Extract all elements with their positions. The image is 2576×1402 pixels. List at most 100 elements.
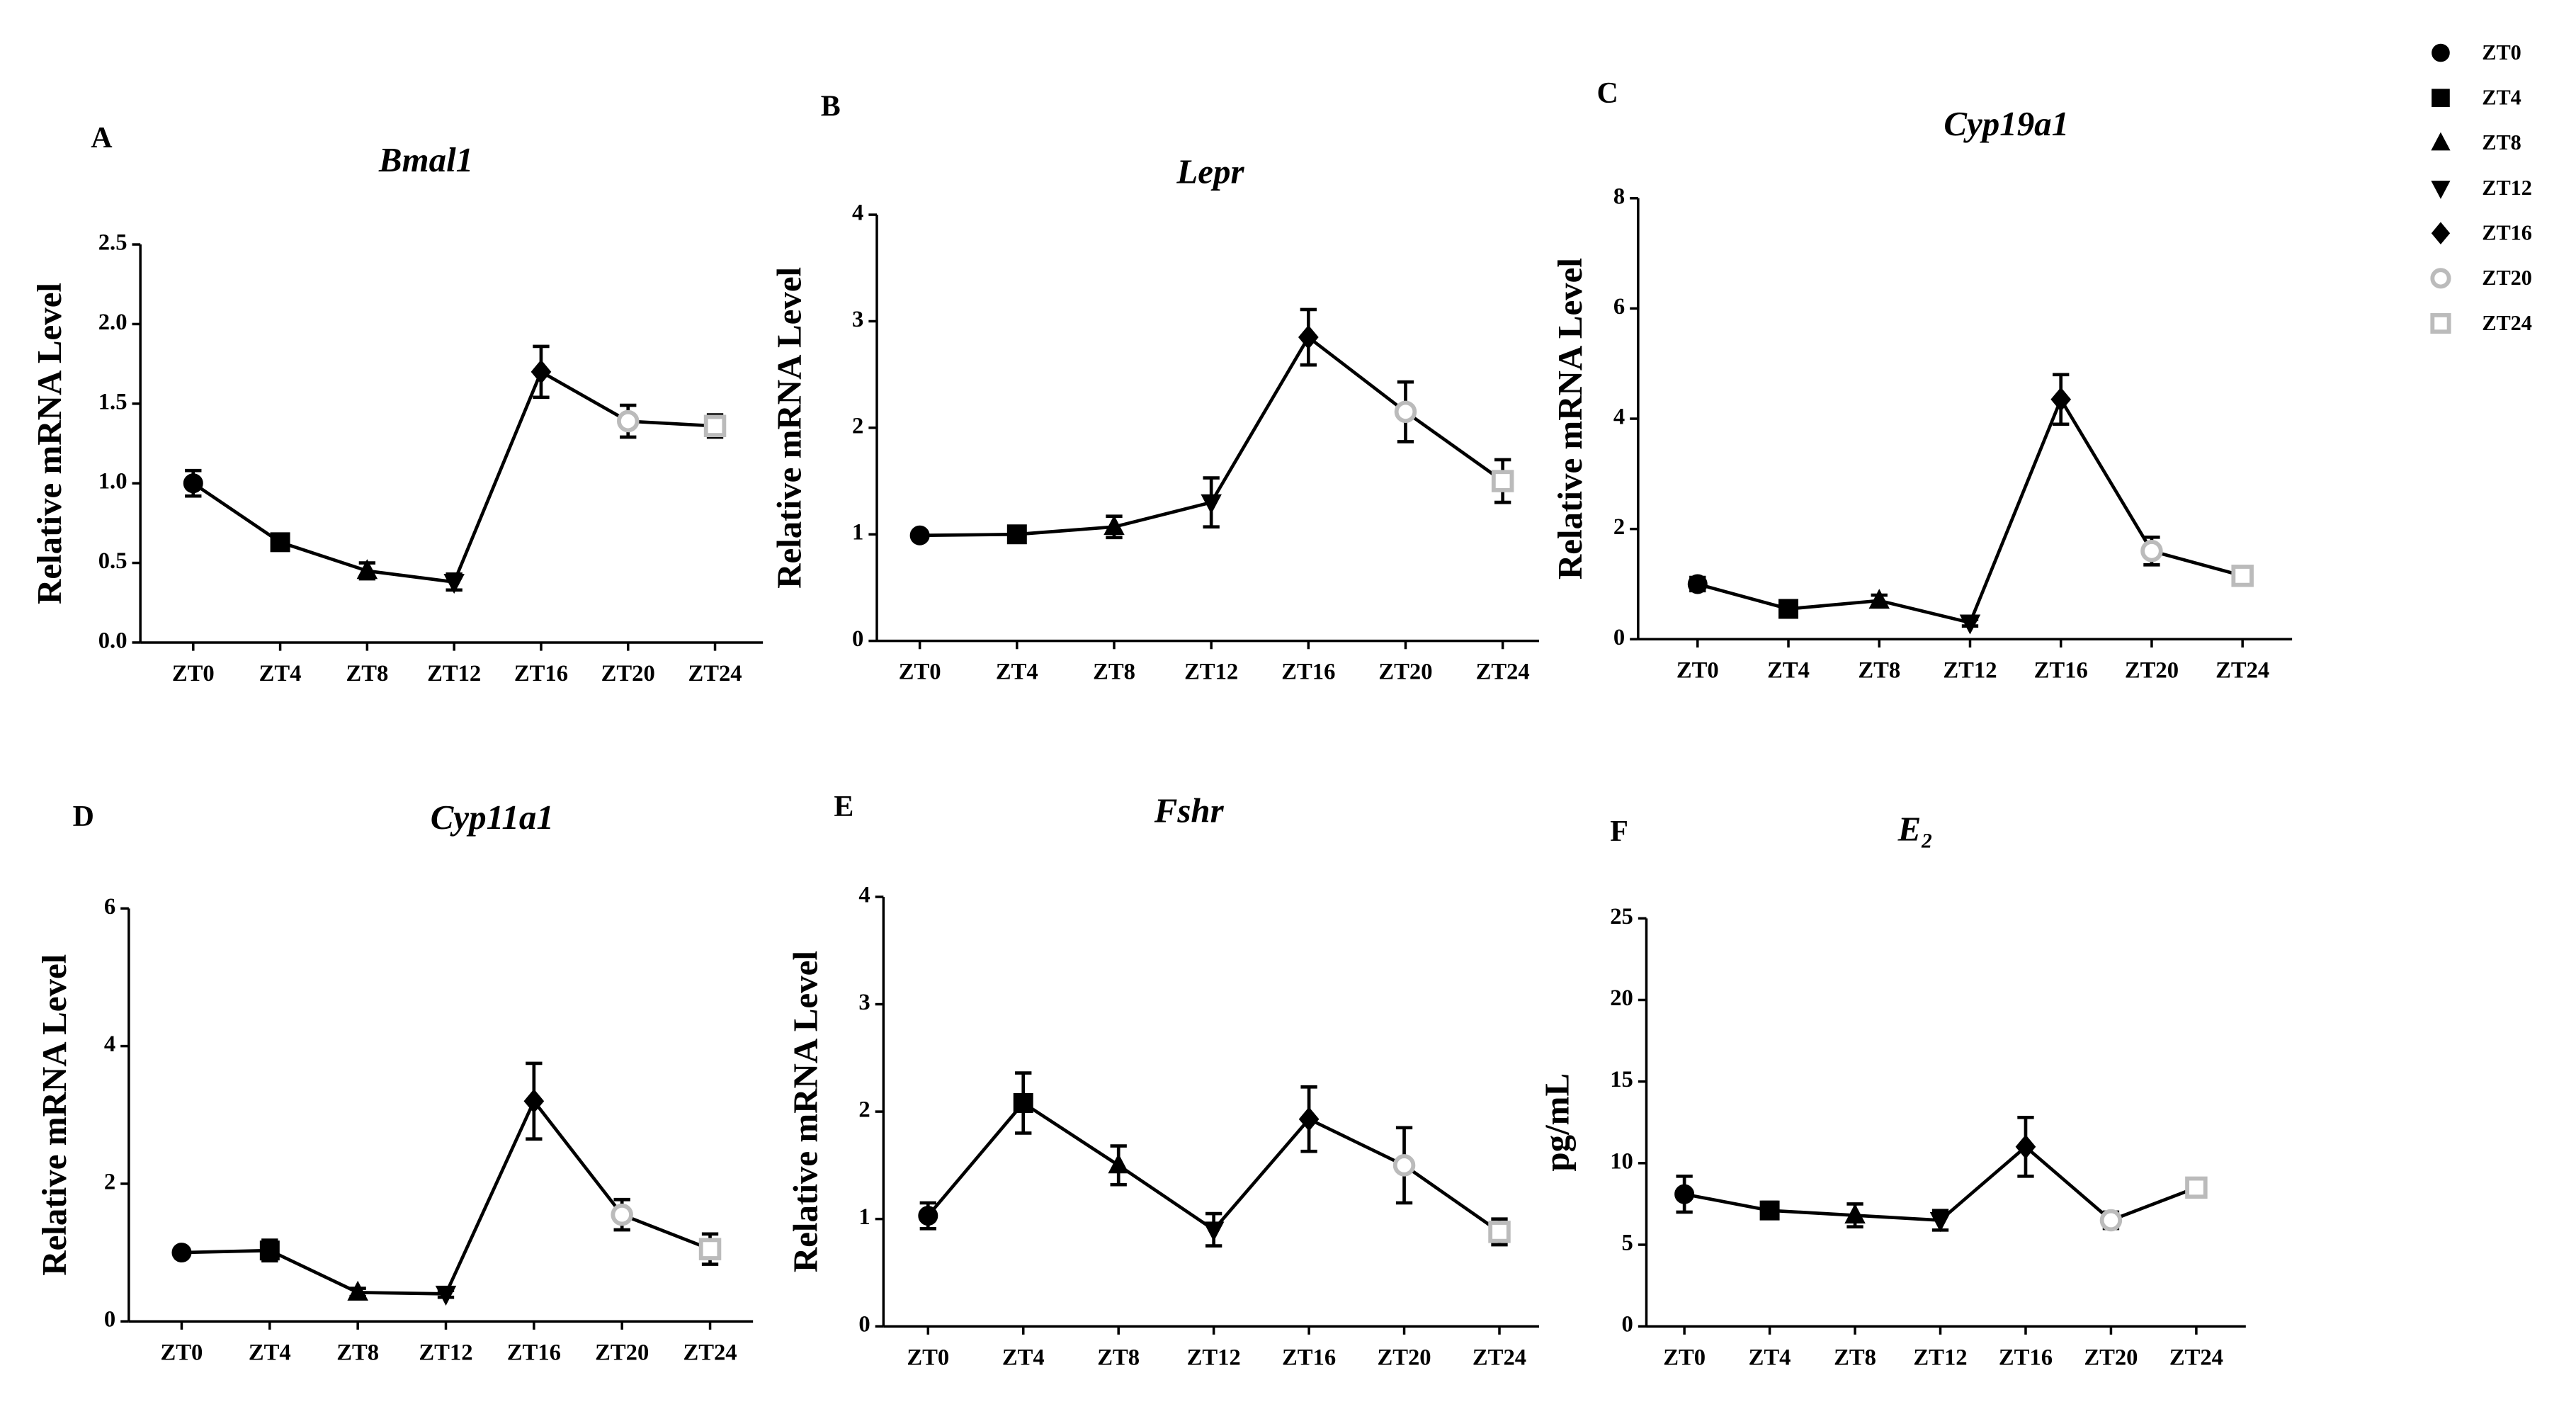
marker — [918, 1206, 938, 1226]
marker — [1491, 470, 1514, 492]
marker — [1687, 574, 1708, 594]
marker — [347, 1280, 368, 1301]
x-tick-label: ZT0 — [1676, 657, 1719, 683]
legend-label: ZT4 — [2482, 86, 2521, 110]
marker — [1778, 599, 1799, 619]
x-tick-label: ZT8 — [1834, 1345, 1876, 1370]
marker — [2432, 43, 2450, 62]
panel-letter: E — [834, 791, 853, 823]
x-tick-label: ZT24 — [2169, 1345, 2223, 1370]
marker — [1844, 1203, 1866, 1223]
y-axis-label: Relative mRNA Level — [1550, 258, 1589, 580]
marker — [530, 359, 552, 385]
x-tick-label: ZT0 — [899, 660, 941, 685]
x-tick-label: ZT0 — [1663, 1345, 1706, 1370]
marker — [1108, 1153, 1129, 1174]
marker — [2431, 222, 2451, 245]
data-line — [181, 1097, 711, 1296]
x-tick-label: ZT16 — [2034, 657, 2088, 683]
marker — [703, 414, 727, 438]
marker — [1013, 1092, 1033, 1113]
x-tick-label: ZT20 — [1377, 1345, 1431, 1370]
chart-title: Fshr — [1154, 791, 1225, 830]
x-tick-label: ZT12 — [1943, 657, 1997, 683]
marker — [270, 532, 290, 553]
y-tick-label: 2.0 — [98, 310, 127, 335]
y-axis-label: Relative mRNA Level — [30, 283, 69, 604]
marker — [2015, 1134, 2036, 1160]
x-tick-label: ZT24 — [2215, 657, 2269, 683]
y-tick-label: 3 — [858, 990, 870, 1015]
marker — [2050, 387, 2072, 412]
figure-content: ZT0 ZT4 ZT8 ZT12 ZT16 ZT20 ZT24 A Bmal1 Relative … — [30, 40, 2532, 1370]
y-tick-label: 6 — [1613, 294, 1625, 320]
marker — [1929, 1212, 1951, 1233]
x-tick-label: ZT4 — [1749, 1345, 1791, 1370]
marker — [171, 1243, 192, 1263]
y-tick-label: 0 — [1622, 1312, 1633, 1338]
chart-title: Lepr — [1176, 152, 1244, 191]
marker — [2140, 540, 2163, 563]
marker — [443, 574, 465, 594]
x-tick-label: ZT0 — [907, 1345, 949, 1370]
marker — [1392, 1154, 1416, 1177]
y-tick-label: 0.0 — [98, 628, 127, 653]
y-axis-label: Relative mRNA Level — [786, 951, 825, 1272]
marker — [1959, 614, 1981, 635]
y-tick-label: 1 — [852, 520, 863, 545]
chart-title: Cyp11a1 — [431, 798, 554, 837]
y-tick-label: 0 — [858, 1312, 870, 1338]
y-tick-label: 8 — [1613, 183, 1625, 209]
y-tick-label: 5 — [1622, 1231, 1633, 1256]
marker — [1298, 1107, 1320, 1131]
x-tick-label: ZT4 — [249, 1340, 291, 1365]
marker — [2432, 89, 2450, 108]
marker — [2430, 312, 2451, 334]
marker — [1298, 324, 1319, 350]
marker — [2430, 268, 2451, 289]
x-tick-label: ZT4 — [259, 661, 302, 686]
y-tick-label: 2.5 — [98, 230, 127, 256]
y-tick-label: 0.5 — [98, 548, 127, 574]
y-tick-label: 1.0 — [98, 469, 127, 494]
marker — [2185, 1176, 2208, 1199]
x-tick-label: ZT20 — [2084, 1345, 2138, 1370]
y-tick-label: 2 — [858, 1097, 870, 1123]
y-axis-label: Relative mRNA Level — [769, 267, 808, 589]
x-tick-label: ZT12 — [1913, 1345, 1967, 1370]
x-tick-label: ZT4 — [1002, 1345, 1045, 1370]
marker — [1103, 515, 1125, 536]
legend-label: ZT16 — [2482, 220, 2532, 244]
y-tick-label: 2 — [1613, 514, 1625, 540]
panel-letter: F — [1610, 815, 1628, 848]
x-tick-label: ZT16 — [1282, 1345, 1336, 1370]
x-tick-label: ZT20 — [1378, 660, 1432, 685]
panel-letter: B — [821, 91, 841, 123]
marker — [1674, 1184, 1695, 1204]
y-tick-label: 20 — [1610, 985, 1633, 1011]
y-tick-label: 3 — [852, 307, 863, 332]
y-tick-label: 4 — [858, 882, 870, 908]
x-tick-label: ZT24 — [1476, 660, 1530, 685]
y-tick-label: 1 — [858, 1204, 870, 1230]
legend-label: ZT24 — [2482, 311, 2532, 335]
marker — [1006, 524, 1027, 545]
marker — [1201, 494, 1222, 514]
x-tick-label: ZT24 — [688, 661, 742, 686]
y-tick-label: 4 — [852, 200, 863, 226]
marker — [183, 473, 203, 494]
marker — [1868, 589, 1890, 609]
marker — [617, 409, 640, 433]
marker — [2231, 565, 2254, 587]
x-tick-label: ZT12 — [419, 1340, 472, 1365]
marker — [1203, 1221, 1225, 1242]
x-tick-label: ZT4 — [1767, 657, 1810, 683]
y-axis-label: pg/mL — [1538, 1073, 1577, 1172]
panel-letter: D — [73, 801, 94, 833]
y-tick-label: 25 — [1610, 904, 1633, 929]
marker — [435, 1285, 457, 1306]
y-tick-label: 0 — [104, 1307, 115, 1333]
x-tick-label: ZT8 — [346, 661, 388, 686]
